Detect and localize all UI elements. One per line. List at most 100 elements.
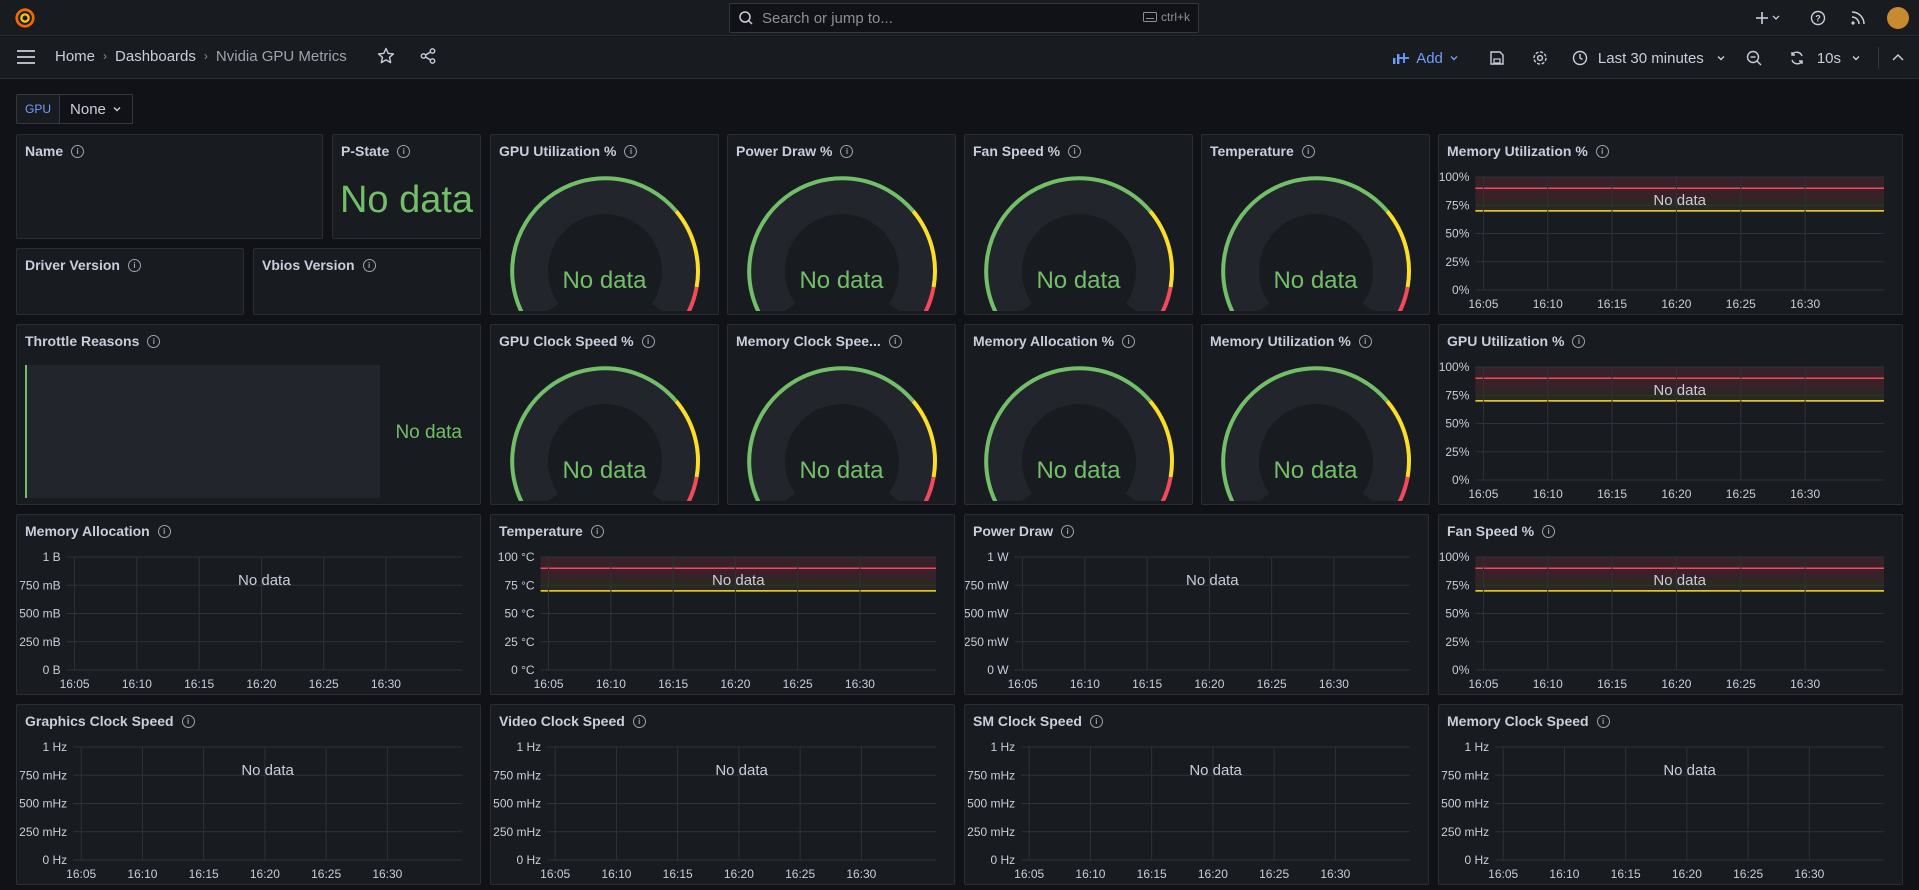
panel-gauge[interactable]: GPU Clock Speed % i No data	[490, 324, 719, 505]
collapse-chevron-up-icon[interactable]	[1891, 51, 1905, 65]
info-icon[interactable]: i	[127, 258, 141, 272]
info-icon[interactable]: i	[1542, 524, 1556, 538]
info-icon[interactable]: i	[590, 524, 604, 538]
info-icon[interactable]: i	[641, 334, 655, 348]
gauge-band-yellow	[911, 209, 937, 288]
x-tick-label: 16:05	[60, 677, 90, 691]
x-tick-label: 16:05	[1008, 677, 1038, 691]
y-tick-label: 25%	[1445, 635, 1469, 649]
x-tick-label: 16:15	[1137, 867, 1167, 881]
gauge-dial	[510, 366, 700, 501]
x-tick-label: 16:20	[1198, 867, 1228, 881]
panel-driver-version[interactable]: Driver Version i	[16, 248, 244, 315]
info-icon[interactable]: i	[181, 714, 195, 728]
panel-time-series[interactable]: Fan Speed % i 100% 75% 50% 25% 0% 16:05 16:10 16:…	[1438, 514, 1903, 695]
plus-icon	[1756, 12, 1780, 24]
zoom-out-icon[interactable]	[1746, 50, 1762, 66]
gauge-dial	[747, 176, 937, 311]
menu-icon[interactable]	[16, 47, 36, 67]
add-button[interactable]: Add	[1392, 50, 1459, 67]
info-icon[interactable]: i	[1358, 334, 1372, 348]
rss-icon[interactable]	[1847, 7, 1869, 29]
info-icon[interactable]: i	[397, 144, 411, 158]
x-tick-label: 16:25	[1726, 297, 1756, 311]
panel-title-text: Graphics Clock Speed	[25, 713, 174, 729]
panel-gauge[interactable]: Memory Allocation % i No data	[964, 324, 1193, 505]
panel-time-series[interactable]: Graphics Clock Speed i 1 Hz 750 mHz 500 mHz 2…	[16, 704, 481, 885]
info-icon[interactable]: i	[632, 714, 646, 728]
info-icon[interactable]: i	[888, 334, 902, 348]
time-range-picker[interactable]: Last 30 minutes	[1572, 50, 1726, 67]
new-button[interactable]	[1749, 7, 1787, 29]
share-icon[interactable]	[419, 47, 437, 65]
x-tick-label: 16:20	[1194, 677, 1224, 691]
panel-gauge[interactable]: GPU Utilization % i No data	[490, 134, 719, 315]
panel-gauge[interactable]: Temperature i No data	[1201, 134, 1430, 315]
info-icon[interactable]: i	[1122, 334, 1136, 348]
panel-time-series[interactable]: Temperature i 100 °C 75 °C 50 °C 25 °C 0 °C 16:…	[490, 514, 955, 695]
panel-time-series[interactable]: Memory Allocation i 1 B 750 mB 500 mB 250 mB 0…	[16, 514, 481, 695]
info-icon[interactable]: i	[71, 144, 85, 158]
x-tick-label: 16:25	[1733, 867, 1763, 881]
x-tick-label: 16:15	[1132, 677, 1162, 691]
panel-gauge[interactable]: Memory Utilization % i No data	[1201, 324, 1430, 505]
y-tick-label: 0 Hz	[517, 853, 542, 867]
panel-time-series[interactable]: Memory Clock Speed i 1 Hz 750 mHz 500 mHz 250…	[1438, 704, 1903, 885]
breadcrumb-home[interactable]: Home	[55, 47, 96, 65]
y-tick-label: 250 mHz	[1441, 825, 1489, 839]
settings-gear-icon[interactable]	[1532, 50, 1548, 66]
info-icon[interactable]: i	[1595, 144, 1609, 158]
panel-time-series[interactable]: GPU Utilization % i 100% 75% 50% 25% 0% 16:05 16…	[1438, 324, 1903, 505]
panel-gauge[interactable]: Memory Clock Spee... i No data	[727, 324, 956, 505]
gauge-band-green	[1221, 176, 1389, 311]
panel-vbios-version[interactable]: Vbios Version i	[253, 248, 481, 315]
x-tick-label: 16:30	[845, 677, 875, 691]
info-icon[interactable]: i	[840, 144, 854, 158]
y-tick-label: 750 mB	[19, 578, 60, 592]
throttle-bar-gauge	[25, 365, 380, 498]
gauge-dial	[984, 366, 1174, 501]
user-avatar[interactable]	[1887, 7, 1909, 29]
info-icon[interactable]: i	[624, 144, 638, 158]
info-icon[interactable]: i	[147, 334, 161, 348]
panel-time-series[interactable]: SM Clock Speed i 1 Hz 750 mHz 500 mHz 250 mHz…	[964, 704, 1429, 885]
breadcrumb-dashboards[interactable]: Dashboards	[115, 47, 196, 65]
panel-time-series[interactable]: Video Clock Speed i 1 Hz 750 mHz 500 mHz 250 …	[490, 704, 955, 885]
y-tick-label: 100%	[1439, 170, 1470, 184]
y-tick-label: 0%	[1452, 473, 1470, 487]
refresh-icon[interactable]	[1789, 50, 1805, 66]
gauge-band-green	[1221, 366, 1389, 501]
gpu-variable-select[interactable]: None	[60, 94, 133, 124]
panel-time-series[interactable]: Memory Utilization % i 100% 75% 50% 25% 0% 16:0…	[1438, 134, 1903, 315]
gauge-dial	[984, 176, 1174, 311]
time-series-chart: 100% 75% 50% 25% 0%16:05 16:10 16:15 16:20 16:25…	[1439, 360, 1884, 501]
panel-pstate[interactable]: P-State i No data	[332, 134, 481, 239]
panel-title-text: Throttle Reasons	[25, 333, 140, 349]
search-input[interactable]: Search or jump to... ctrl+k	[729, 3, 1199, 33]
gauge-band-green	[510, 176, 678, 311]
info-icon[interactable]: i	[1572, 334, 1586, 348]
y-tick-label: 500 mB	[19, 607, 60, 621]
info-icon[interactable]: i	[1089, 714, 1103, 728]
info-icon[interactable]: i	[1596, 714, 1610, 728]
panel-gauge[interactable]: Power Draw % i No data	[727, 134, 956, 315]
grafana-logo-icon[interactable]	[14, 7, 36, 29]
star-icon[interactable]	[377, 47, 395, 65]
y-tick-label: 500 mW	[965, 607, 1009, 621]
save-icon[interactable]	[1489, 50, 1505, 66]
panel-time-series[interactable]: Power Draw i 1 W 750 mW 500 mW 250 mW 0 W 16:05…	[964, 514, 1429, 695]
help-icon[interactable]: ?	[1807, 7, 1829, 29]
panel-name[interactable]: Name i	[16, 134, 323, 239]
panel-gauge[interactable]: Fan Speed % i No data	[964, 134, 1193, 315]
gauge-band-yellow	[1385, 399, 1411, 478]
info-icon[interactable]: i	[362, 258, 376, 272]
info-icon[interactable]: i	[1061, 524, 1075, 538]
gauge-band-green	[747, 366, 915, 501]
refresh-interval-picker[interactable]: 10s	[1817, 50, 1861, 67]
info-icon[interactable]: i	[157, 524, 171, 538]
info-icon[interactable]: i	[1068, 144, 1082, 158]
y-tick-label: 1 Hz	[1465, 740, 1490, 754]
info-icon[interactable]: i	[1301, 144, 1315, 158]
panel-throttle-reasons[interactable]: Throttle Reasons i No data	[16, 324, 481, 505]
chevron-right-icon: ›	[203, 49, 208, 63]
